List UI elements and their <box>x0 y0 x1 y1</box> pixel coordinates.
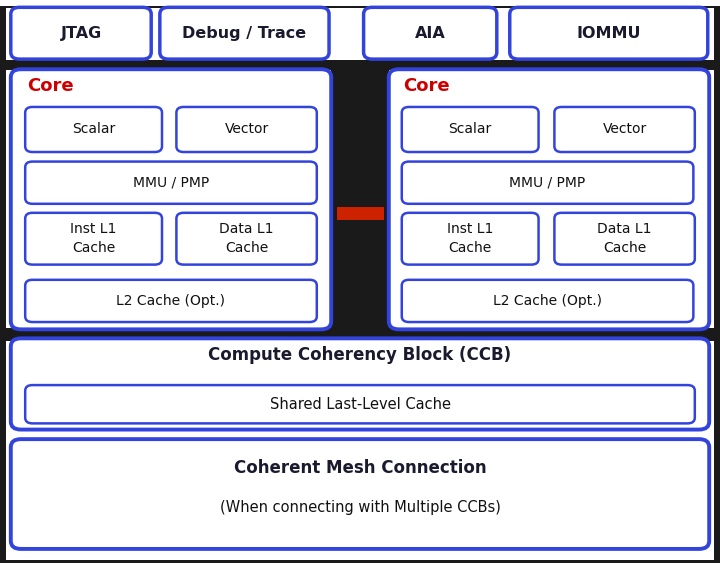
Text: Vector: Vector <box>225 123 269 136</box>
FancyBboxPatch shape <box>402 162 693 204</box>
Text: L2 Cache (Opt.): L2 Cache (Opt.) <box>493 294 602 308</box>
Text: MMU / PMP: MMU / PMP <box>510 176 585 190</box>
FancyBboxPatch shape <box>11 338 709 430</box>
Bar <box>331 65 389 333</box>
Text: Coherent Mesh Connection: Coherent Mesh Connection <box>234 459 486 477</box>
Text: Debug / Trace: Debug / Trace <box>182 26 307 41</box>
FancyBboxPatch shape <box>364 7 497 59</box>
FancyBboxPatch shape <box>554 107 695 152</box>
Text: Core: Core <box>27 77 74 95</box>
FancyBboxPatch shape <box>176 107 317 152</box>
FancyBboxPatch shape <box>389 69 709 329</box>
Text: AIA: AIA <box>415 26 446 41</box>
Text: Data L1
Cache: Data L1 Cache <box>598 222 652 256</box>
FancyBboxPatch shape <box>554 213 695 265</box>
Text: Data L1
Cache: Data L1 Cache <box>220 222 274 256</box>
Text: L2 Cache (Opt.): L2 Cache (Opt.) <box>117 294 225 308</box>
FancyBboxPatch shape <box>25 213 162 265</box>
FancyBboxPatch shape <box>160 7 329 59</box>
Text: IOMMU: IOMMU <box>577 26 641 41</box>
FancyBboxPatch shape <box>25 162 317 204</box>
FancyBboxPatch shape <box>11 7 151 59</box>
FancyBboxPatch shape <box>176 213 317 265</box>
FancyBboxPatch shape <box>402 107 539 152</box>
Bar <box>6 60 714 70</box>
Text: Inst L1
Cache: Inst L1 Cache <box>447 222 493 256</box>
Text: Scalar: Scalar <box>72 123 115 136</box>
FancyBboxPatch shape <box>510 7 708 59</box>
Text: Vector: Vector <box>603 123 647 136</box>
Text: Shared Last-Level Cache: Shared Last-Level Cache <box>269 397 451 412</box>
Text: JTAG: JTAG <box>60 26 102 41</box>
Text: Core: Core <box>403 77 450 95</box>
FancyBboxPatch shape <box>11 69 331 329</box>
FancyBboxPatch shape <box>402 280 693 322</box>
FancyBboxPatch shape <box>11 439 709 549</box>
Text: Scalar: Scalar <box>449 123 492 136</box>
Text: Compute Coherency Block (CCB): Compute Coherency Block (CCB) <box>208 346 512 364</box>
Text: MMU / PMP: MMU / PMP <box>133 176 209 190</box>
FancyBboxPatch shape <box>402 213 539 265</box>
FancyBboxPatch shape <box>25 280 317 322</box>
Text: (When connecting with Multiple CCBs): (When connecting with Multiple CCBs) <box>220 501 500 515</box>
FancyBboxPatch shape <box>25 385 695 423</box>
Text: Inst L1
Cache: Inst L1 Cache <box>71 222 117 256</box>
FancyBboxPatch shape <box>25 107 162 152</box>
Bar <box>337 207 384 220</box>
Bar <box>6 328 714 341</box>
